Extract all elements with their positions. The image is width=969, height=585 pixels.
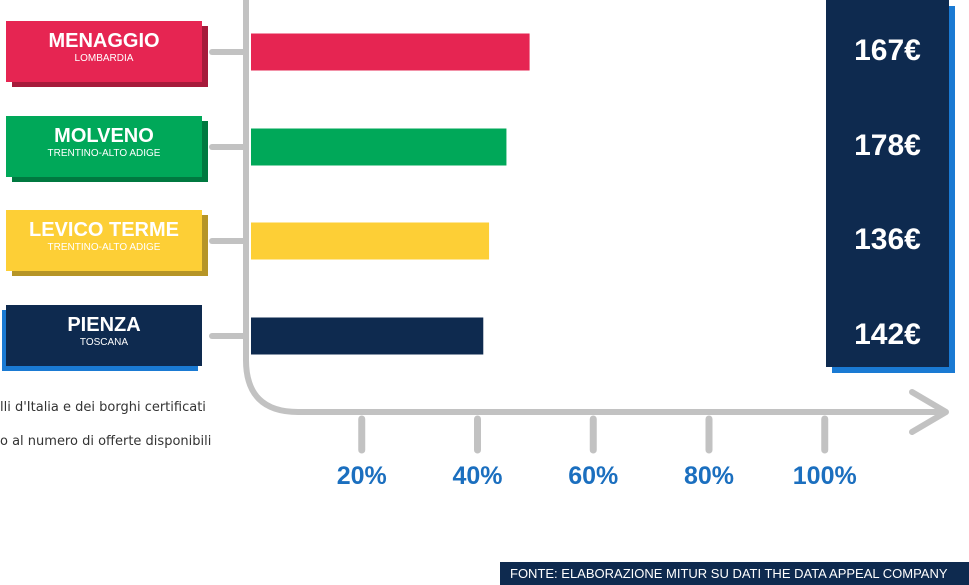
x-tick-label: 100% [792, 462, 857, 490]
price-label: 167€ [854, 34, 921, 67]
bar-molveno [251, 128, 507, 166]
category-name: PIENZA [67, 314, 141, 336]
category-region: TRENTINO-ALTO ADIGE [47, 148, 161, 159]
category-region: LOMBARDIA [74, 53, 134, 64]
note-line-1: lli d'Italia e dei borghi certificati [0, 400, 206, 415]
price-panel [826, 0, 949, 367]
x-tick-label: 20% [336, 462, 387, 490]
category-region: TOSCANA [79, 337, 129, 348]
axis-arrow-head [909, 389, 949, 435]
category-label-box: PIENZA TOSCANA [6, 305, 202, 366]
x-tick-label: 60% [568, 462, 619, 490]
bar-pienza [251, 317, 484, 355]
category-label-box: LEVICO TERME TRENTINO-ALTO ADIGE [6, 210, 202, 271]
bar-menaggio [251, 33, 530, 71]
category-name: LEVICO TERME [28, 219, 179, 241]
category-label-box: MOLVENO TRENTINO-ALTO ADIGE [6, 116, 202, 177]
x-axis-ticks [358, 415, 829, 454]
price-label: 136€ [854, 223, 921, 256]
x-tick-label: 80% [683, 462, 735, 490]
bars [251, 33, 530, 355]
label-connectors [209, 49, 249, 339]
price-label: 142€ [854, 318, 921, 351]
category-name: MENAGGIO [48, 30, 160, 52]
category-region: TRENTINO-ALTO ADIGE [47, 242, 161, 253]
category-label-box: MENAGGIO LOMBARDIA [6, 21, 202, 82]
category-name: MOLVENO [54, 125, 154, 147]
note-line-2: o al numero di offerte disponibili [0, 434, 212, 449]
x-tick-label: 40% [452, 462, 503, 490]
axis-line [243, 0, 948, 415]
source-note: FONTE: ELABORAZIONE MITUR SU DATI THE DA… [500, 562, 969, 585]
bar-levico-terme [251, 222, 490, 260]
price-label: 178€ [854, 129, 921, 162]
